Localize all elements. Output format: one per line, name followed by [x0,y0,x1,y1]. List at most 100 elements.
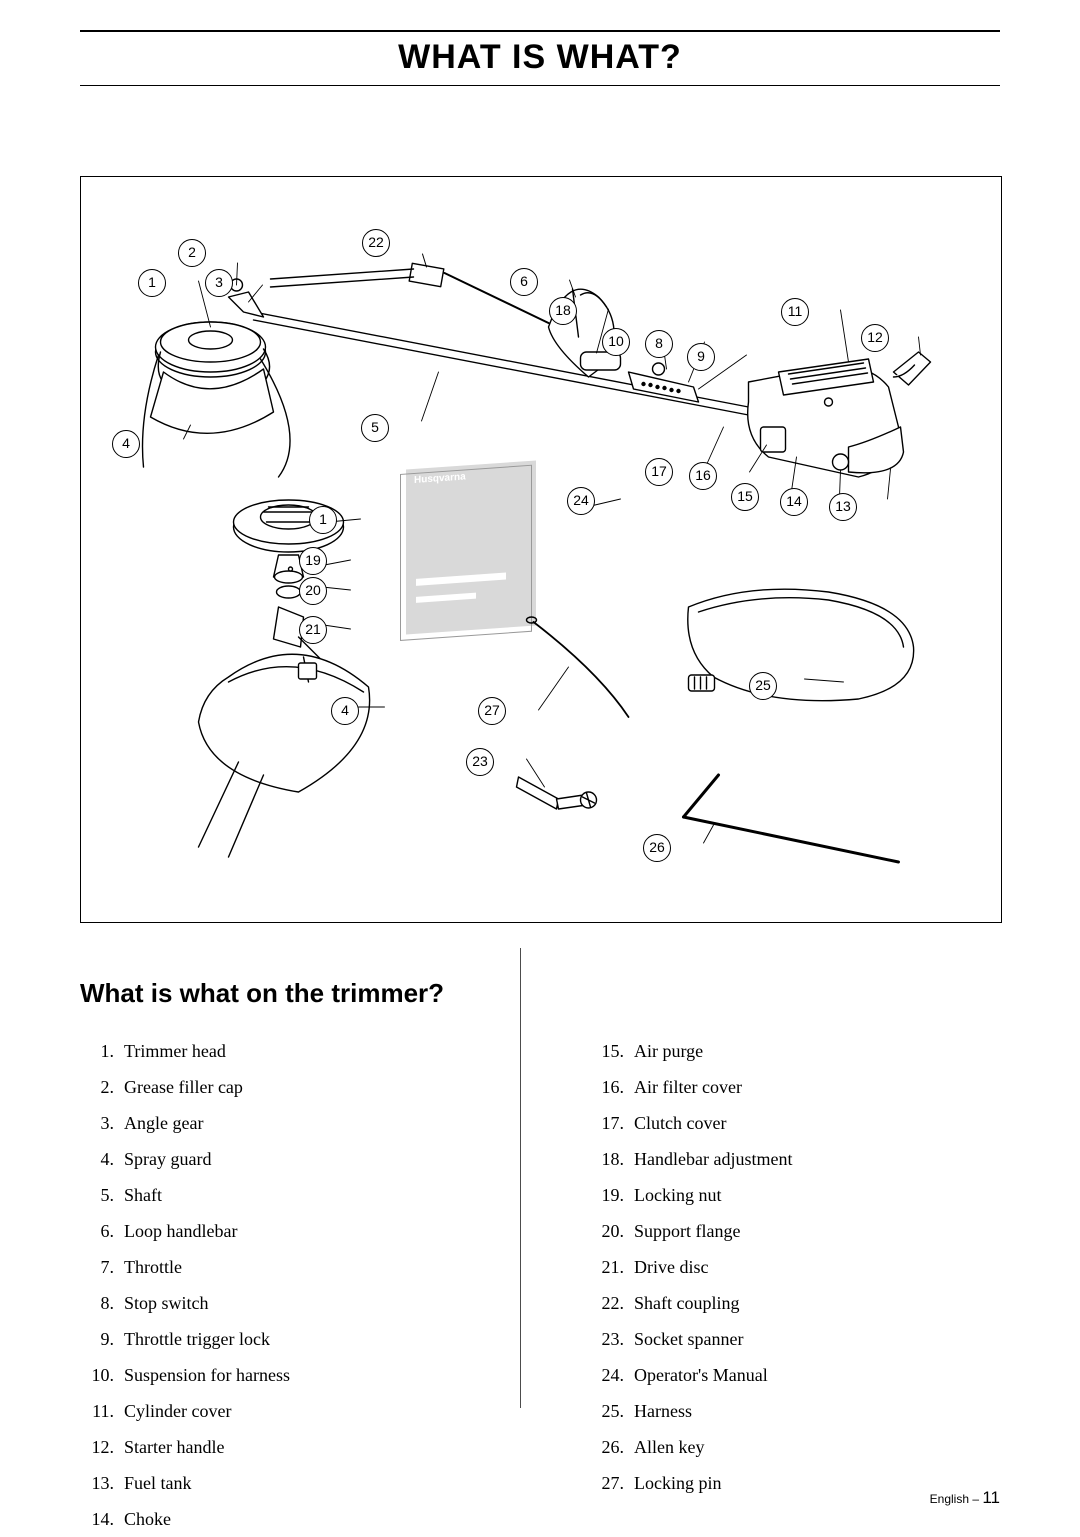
list-item: 18.Handlebar adjustment [590,1141,1000,1177]
list-item-number: 18. [590,1141,634,1177]
list-item: 24.Operator's Manual [590,1357,1000,1393]
callout-26: 26 [643,834,671,862]
callout-25: 25 [749,672,777,700]
callout-10: 10 [602,328,630,356]
list-item-label: Clutch cover [634,1105,726,1141]
callout-1: 1 [138,269,166,297]
list-item-number: 1. [80,1033,124,1069]
callout-6: 6 [510,268,538,296]
list-item-number: 11. [80,1393,124,1429]
diagram-frame: Husqvarna [80,176,1002,923]
list-item: 13.Fuel tank [80,1465,510,1501]
list-item: 10.Suspension for harness [80,1357,510,1393]
callout-4: 4 [331,697,359,725]
list-item-label: Throttle [124,1249,182,1285]
callout-18: 18 [549,297,577,325]
list-item: 8.Stop switch [80,1285,510,1321]
callout-27: 27 [478,697,506,725]
list-item-label: Loop handlebar [124,1213,237,1249]
list-item-label: Suspension for harness [124,1357,290,1393]
list-item-number: 24. [590,1357,634,1393]
list-item-number: 3. [80,1105,124,1141]
list-item-number: 7. [80,1249,124,1285]
list-item-label: Drive disc [634,1249,708,1285]
page-title: WHAT IS WHAT? [80,38,1000,77]
callout-21: 21 [299,616,327,644]
list-item-label: Socket spanner [634,1321,743,1357]
list-item-number: 26. [590,1429,634,1465]
list-item: 4.Spray guard [80,1141,510,1177]
parts-col-left: 1.Trimmer head2.Grease filler cap3.Angle… [80,1033,540,1537]
parts-col-right: 15.Air purge16.Air filter cover17.Clutch… [540,1033,1000,1537]
list-item-label: Starter handle [124,1429,224,1465]
parts-columns: 1.Trimmer head2.Grease filler cap3.Angle… [80,1033,1000,1537]
list-item-number: 22. [590,1285,634,1321]
page: WHAT IS WHAT? Husqvarna [0,0,1080,1528]
list-item-label: Angle gear [124,1105,203,1141]
list-item-label: Spray guard [124,1141,211,1177]
callout-15: 15 [731,483,759,511]
callout-14: 14 [780,488,808,516]
list-item-label: Operator's Manual [634,1357,768,1393]
list-item-number: 6. [80,1213,124,1249]
list-item: 11.Cylinder cover [80,1393,510,1429]
list-item-number: 25. [590,1393,634,1429]
list-item: 17.Clutch cover [590,1105,1000,1141]
list-item-label: Harness [634,1393,692,1429]
list-item-number: 8. [80,1285,124,1321]
callout-4: 4 [112,430,140,458]
callout-11: 11 [781,298,809,326]
callout-20: 20 [299,577,327,605]
list-item-number: 10. [80,1357,124,1393]
list-item: 25.Harness [590,1393,1000,1429]
list-item-label: Locking pin [634,1465,722,1501]
list-item: 12.Starter handle [80,1429,510,1465]
list-item-number: 23. [590,1321,634,1357]
list-item-label: Support flange [634,1213,740,1249]
callout-1: 1 [309,506,337,534]
rule-bottom [80,85,1000,86]
list-item-label: Allen key [634,1429,704,1465]
callout-23: 23 [466,748,494,776]
list-item: 15.Air purge [590,1033,1000,1069]
list-item: 22.Shaft coupling [590,1285,1000,1321]
page-footer: English – 11 [930,1488,1000,1508]
list-item-number: 20. [590,1213,634,1249]
list-item-number: 16. [590,1069,634,1105]
list-item-number: 2. [80,1069,124,1105]
list-item-label: Grease filler cap [124,1069,243,1105]
callout-5: 5 [361,414,389,442]
list-item: 5.Shaft [80,1177,510,1213]
list-item-number: 13. [80,1465,124,1501]
subheading: What is what on the trimmer? [80,978,1000,1009]
list-item-label: Cylinder cover [124,1393,231,1429]
list-item: 26.Allen key [590,1429,1000,1465]
list-item: 19.Locking nut [590,1177,1000,1213]
list-item-label: Fuel tank [124,1465,192,1501]
list-item: 1.Trimmer head [80,1033,510,1069]
list-item-number: 17. [590,1105,634,1141]
callout-22: 22 [362,229,390,257]
list-item-label: Throttle trigger lock [124,1321,270,1357]
list-item-label: Choke [124,1501,171,1537]
callout-3: 3 [205,269,233,297]
callout-layer: 1234568910111213141516171819202114222324… [81,177,1001,922]
list-item-number: 12. [80,1429,124,1465]
list-item-number: 15. [590,1033,634,1069]
list-item: 6.Loop handlebar [80,1213,510,1249]
list-item-label: Air purge [634,1033,703,1069]
list-item-label: Air filter cover [634,1069,742,1105]
list-item: 21.Drive disc [590,1249,1000,1285]
list-item: 16.Air filter cover [590,1069,1000,1105]
list-item-label: Locking nut [634,1177,722,1213]
callout-17: 17 [645,458,673,486]
callout-24: 24 [567,487,595,515]
list-item-number: 27. [590,1465,634,1501]
list-item: 9.Throttle trigger lock [80,1321,510,1357]
callout-13: 13 [829,493,857,521]
list-item-number: 19. [590,1177,634,1213]
column-divider [520,948,521,1408]
list-item: 2.Grease filler cap [80,1069,510,1105]
list-item-number: 4. [80,1141,124,1177]
callout-2: 2 [178,239,206,267]
